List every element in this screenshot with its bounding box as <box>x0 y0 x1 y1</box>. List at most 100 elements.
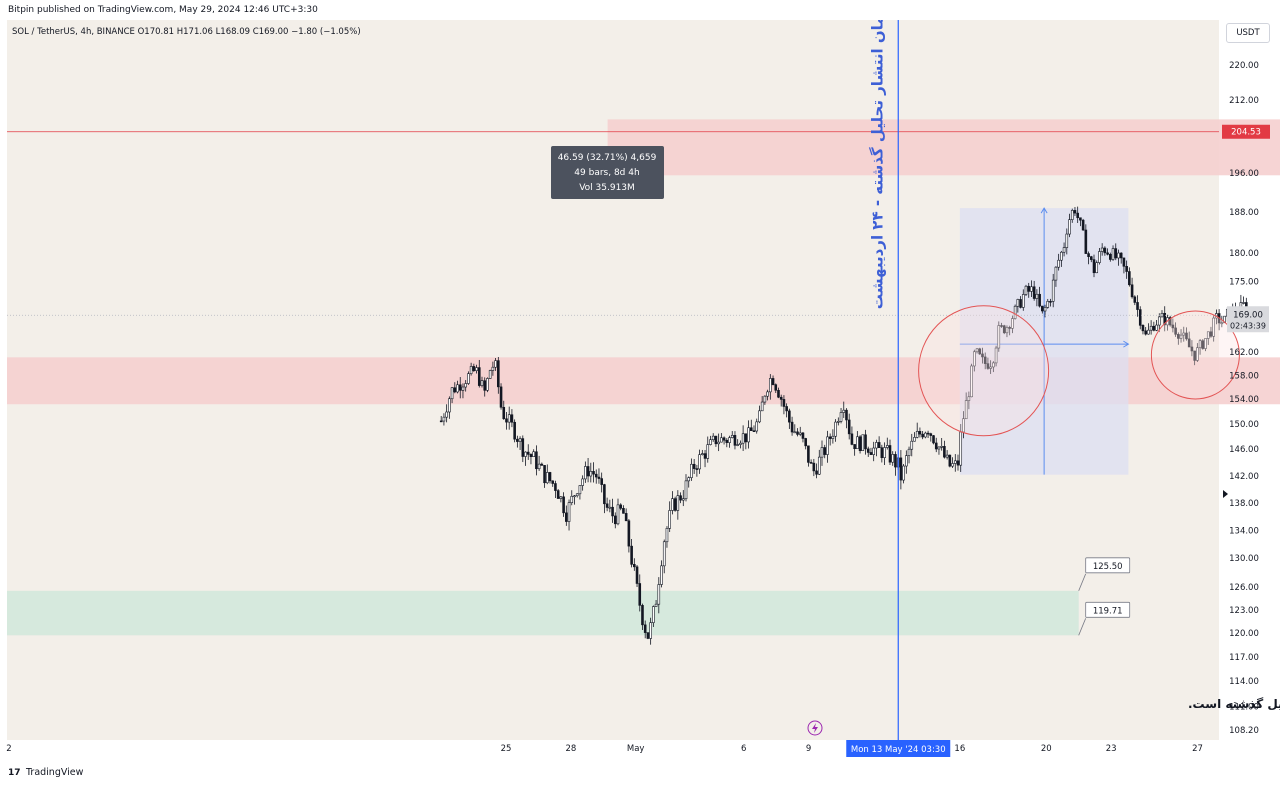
price-tick-label: 138.00 <box>1229 499 1259 509</box>
candle-body <box>584 466 587 480</box>
candle-body <box>556 490 560 499</box>
candle-body <box>1185 332 1188 340</box>
candle-body <box>959 431 963 466</box>
candle-body <box>1157 316 1161 326</box>
candle-body <box>616 504 620 525</box>
time-tick-label: 23 <box>1106 744 1117 754</box>
candle-body <box>983 356 987 364</box>
footer: 17 TradingView <box>0 760 1280 785</box>
candle-body <box>586 466 590 477</box>
candle-body <box>1030 286 1033 292</box>
candle-body <box>646 632 650 639</box>
candle-body <box>456 384 459 393</box>
candle-body <box>681 498 685 501</box>
candle-body <box>1051 279 1055 302</box>
price-tick-label: 108.20 <box>1229 726 1259 736</box>
time-marker-label: Mon 13 May '24 03:30 <box>851 745 946 755</box>
candle-body <box>1119 252 1123 259</box>
candle-body <box>953 460 957 464</box>
candle-body <box>532 451 535 458</box>
currency-button[interactable]: USDT <box>1226 23 1270 43</box>
candle-body <box>575 493 579 497</box>
price-tick-label: 120.00 <box>1229 629 1259 639</box>
symbol-legend[interactable]: SOL / TetherUS, 4h, BINANCE O170.81 H171… <box>12 27 361 37</box>
price-tick-label: 126.00 <box>1229 583 1259 593</box>
candle-body <box>1128 271 1131 286</box>
candle-body <box>872 447 875 455</box>
candle-body <box>1174 327 1177 335</box>
candle-body <box>894 454 897 468</box>
time-tick-label: May <box>627 744 645 754</box>
candle-body <box>676 495 680 511</box>
candle-body <box>1133 296 1137 303</box>
candle-body <box>866 448 870 453</box>
candle-body <box>554 483 557 491</box>
candle-body <box>630 545 633 565</box>
price-tick-label: 212.00 <box>1229 96 1259 106</box>
candle-body <box>499 386 503 408</box>
vertical-annotation-text: زمان انتشار تحلیل گذشته - ۲۴ اردیبهشت <box>868 20 886 309</box>
candle-body <box>671 498 674 511</box>
candle-body <box>1201 340 1205 349</box>
candle-body <box>502 406 506 420</box>
tradingview-brand[interactable]: TradingView <box>26 767 84 778</box>
candle-body <box>932 435 935 444</box>
candle-body <box>777 389 780 398</box>
label-pointer <box>1078 573 1087 591</box>
candle-body <box>690 463 693 478</box>
candle-body <box>964 400 968 420</box>
candle-body <box>1155 324 1158 331</box>
candle-body <box>1032 286 1036 299</box>
price-tick-label: 188.00 <box>1229 208 1259 218</box>
candle-body <box>1049 300 1052 303</box>
candle-body <box>1242 302 1245 304</box>
candle-body <box>453 387 457 393</box>
candle-body <box>793 431 797 434</box>
candle-body <box>559 496 563 499</box>
candle-body <box>641 605 644 626</box>
candle-body <box>1095 262 1099 274</box>
candle-body <box>622 508 625 514</box>
candle-body <box>997 325 1001 349</box>
price-tick-label: 175.00 <box>1229 278 1259 288</box>
candle-body <box>1204 338 1207 349</box>
candle-body <box>657 584 661 605</box>
time-axis[interactable]: 22528May6916202327Jun47101317Mon 13 May … <box>6 740 1280 757</box>
candle-body <box>1198 340 1202 349</box>
candle-body <box>1196 347 1199 361</box>
candle-body <box>477 367 481 386</box>
candle-body <box>850 433 854 445</box>
candle-body <box>1057 259 1060 268</box>
candle-body <box>1122 257 1126 267</box>
price-axis[interactable]: 220.00 212.00 196.00 188.00 180.00 175.00 162.… <box>1222 61 1270 736</box>
candle-body <box>603 484 606 505</box>
candle-body <box>1041 305 1044 312</box>
candle-body <box>1070 210 1074 220</box>
resistance-zone <box>607 119 1280 176</box>
candle-body <box>973 351 976 367</box>
candle-body <box>605 503 609 508</box>
candle-body <box>706 444 710 459</box>
candle-body <box>823 447 827 455</box>
time-tick-label: 16 <box>954 744 965 754</box>
candle-body <box>736 444 739 446</box>
candle-body <box>1027 285 1031 292</box>
candle-body <box>711 435 715 440</box>
candle-body <box>853 444 856 450</box>
candle-body <box>505 418 508 423</box>
candle-body <box>526 451 530 455</box>
price-tick-label: 111.00 <box>1229 702 1259 712</box>
candle-body <box>905 455 908 467</box>
candle-body <box>1081 219 1085 231</box>
candle-body <box>722 437 726 441</box>
candle-body <box>464 383 467 388</box>
candle-body <box>788 410 791 423</box>
candle-body <box>717 441 720 445</box>
candle-body <box>885 445 889 448</box>
highlight-circle <box>1150 310 1240 400</box>
candle-body <box>994 347 998 364</box>
price-tick-label: 146.00 <box>1229 445 1259 455</box>
candle-body <box>1035 293 1039 299</box>
